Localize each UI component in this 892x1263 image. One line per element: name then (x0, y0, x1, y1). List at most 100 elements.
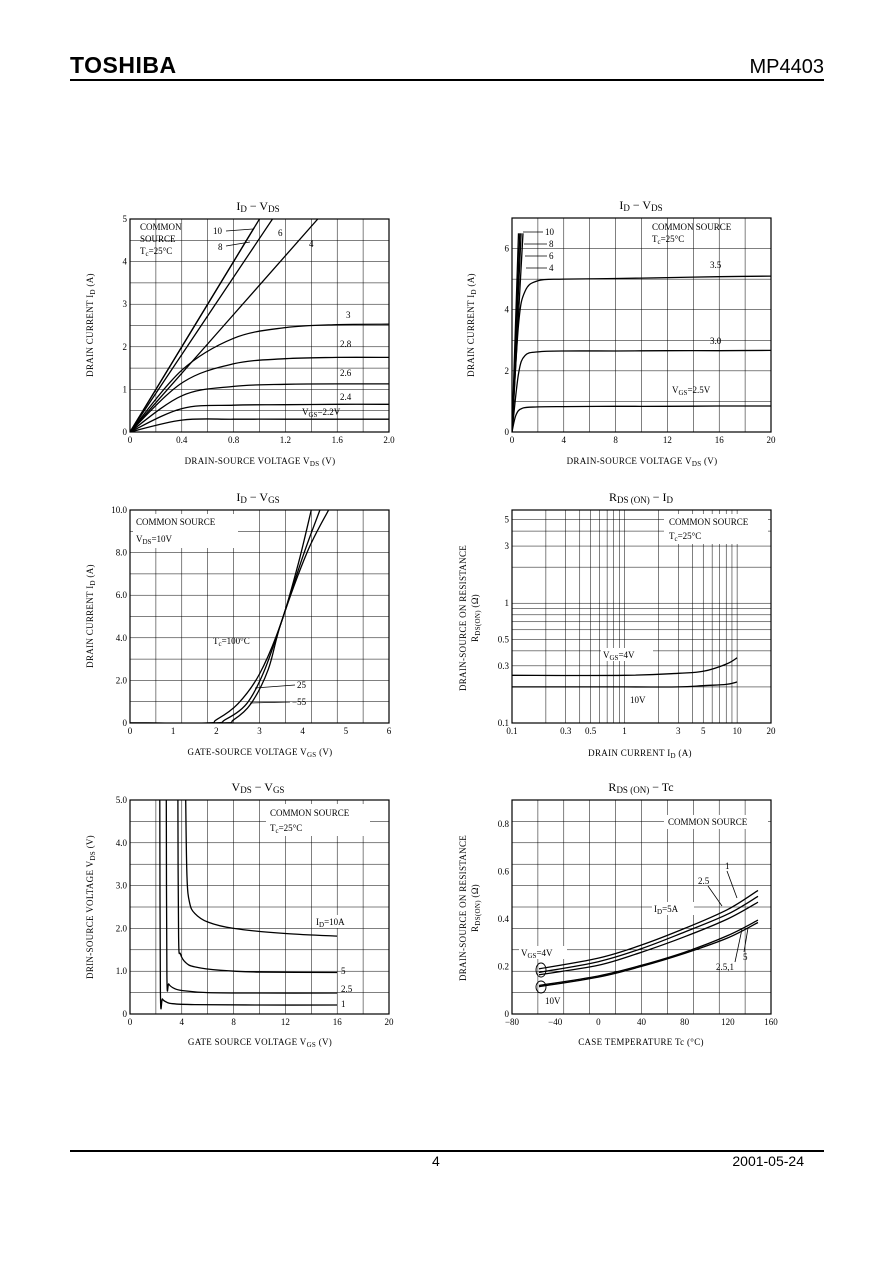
x-tick-label: 6 (387, 726, 392, 736)
chart1-label-6: 6 (278, 228, 283, 238)
chart2-label-10: 10 (545, 227, 555, 237)
y-tick-label: 0.1 (498, 718, 509, 728)
x-tick-label: 0.8 (228, 435, 240, 445)
series-line (538, 895, 759, 974)
document-date: 2001-05-24 (732, 1153, 804, 1169)
y-tick-label: 0 (123, 718, 128, 728)
x-tick-label: 3 (676, 726, 681, 736)
chart3-tick-labels: 0 1 2 3 4 5 6 0 2.0 4.0 6.0 8.0 10.0 (111, 505, 392, 736)
chart4-title: RDS (ON) − ID (609, 490, 674, 505)
x-tick-label: 0 (128, 726, 133, 736)
x-tick-label: 160 (764, 1017, 778, 1027)
x-tick-label: 1.2 (280, 435, 291, 445)
chart2-xlabel: DRAIN-SOURCE VOLTAGE VDS (V) (567, 456, 718, 468)
chart4-curves (512, 657, 738, 688)
y-tick-label: 4 (505, 305, 510, 315)
y-tick-label: 5 (505, 514, 510, 524)
chart6-frame (511, 799, 772, 1015)
y-tick-label: 3 (123, 299, 128, 309)
x-tick-label: 0.4 (176, 435, 188, 445)
chart3-frame (129, 509, 390, 724)
series-line (130, 219, 319, 432)
y-tick-label: 0.6 (498, 866, 510, 876)
series-line (185, 800, 338, 937)
x-tick-label: 2.0 (383, 435, 395, 445)
x-tick-label: 4 (180, 1017, 185, 1027)
chart-vds-vgs: VDS − VGS 0 4 8 12 16 20 0 1.0 2.0 3.0 4.0 5.0 COMM… (85, 780, 394, 1049)
chart1-legend-line2: SOURCE (140, 234, 176, 244)
x-tick-label: 0.1 (506, 726, 517, 736)
chart5-tick-labels: 0 4 8 12 16 20 0 1.0 2.0 3.0 4.0 5.0 (116, 795, 394, 1027)
chart3-title: ID − VGS (236, 490, 279, 505)
x-tick-label: 12 (663, 435, 672, 445)
chart5-legend-line1: COMMON SOURCE (270, 808, 350, 818)
chart4-legend-line1: COMMON SOURCE (669, 517, 749, 527)
series-line (538, 919, 759, 987)
chart1-label-8: 8 (218, 242, 223, 252)
x-tick-label: 1 (622, 726, 627, 736)
chart3-legend-line1: COMMON SOURCE (136, 517, 216, 527)
series-line (130, 403, 389, 432)
chart1-label-3: 3 (346, 310, 351, 320)
chart1-label-vgs: VGS=2.2V (302, 407, 341, 419)
series-line (130, 418, 389, 432)
chart1-ylabel: DRAIN CURRENT ID (A) (85, 273, 97, 377)
x-tick-label: 0 (128, 1017, 133, 1027)
chart2-grid (512, 218, 771, 432)
chart4-tick-labels: 0.1 0.3 0.5 1 3 5 10 20 0.1 0.3 0.5 1 3 5 (498, 514, 776, 736)
chart1-legend-line1: COMMON (140, 222, 182, 232)
y-tick-label: 0.2 (498, 961, 509, 971)
chart2-tick-labels: 0 4 8 12 16 20 0 2 4 6 (505, 244, 777, 445)
chart-id-vds-low: ID − VDS 0 0.4 0.8 1.2 1.6 2.0 0 1 2 3 4 5 COMMON S… (85, 199, 395, 468)
y-tick-label: 2 (505, 366, 510, 376)
x-tick-label: 16 (333, 1017, 343, 1027)
series-line (130, 510, 330, 723)
y-tick-label: 0.8 (498, 819, 510, 829)
chart2-label-3-0: 3.0 (710, 336, 722, 346)
chart1-xlabel: DRAIN-SOURCE VOLTAGE VDS (V) (185, 456, 336, 468)
y-tick-label: 2.0 (116, 675, 128, 685)
series-line (538, 901, 759, 976)
series-line (538, 921, 759, 988)
chart5-xlabel: GATE SOURCE VOLTAGE VGS (V) (188, 1037, 332, 1049)
x-tick-label: 80 (680, 1017, 690, 1027)
x-tick-label: −80 (505, 1017, 520, 1027)
y-tick-label: 0.5 (498, 634, 510, 644)
x-tick-label: 4 (562, 435, 567, 445)
x-tick-label: 4 (300, 726, 305, 736)
y-tick-label: 4.0 (116, 633, 128, 643)
chart3-label-55: −55 (292, 697, 307, 707)
y-tick-label: 0.4 (498, 914, 510, 924)
chart4-frame (511, 509, 772, 724)
y-tick-label: 2 (123, 342, 128, 352)
chart5-ylabel: DRIN-SOURCE VOLTAGE VDS (V) (85, 835, 97, 979)
x-tick-label: 1.6 (332, 435, 344, 445)
chart3-ylabel: DRAIN CURRENT ID (A) (85, 564, 97, 668)
group-marker-4v (535, 962, 547, 978)
y-tick-label: 2.0 (116, 923, 128, 933)
y-tick-label: 3.0 (116, 881, 128, 891)
y-tick-label: 1.0 (116, 966, 128, 976)
chart2-label-6: 6 (549, 251, 554, 261)
x-tick-label: 40 (637, 1017, 647, 1027)
chart5-label-2-5: 2.5 (341, 984, 353, 994)
chart4-xlabel: DRAIN CURRENT ID (A) (588, 748, 692, 760)
chart2-ylabel: DRAIN CURRENT ID (A) (466, 273, 478, 377)
chart4-ylabel-2: RDS(ON) (Ω) (470, 594, 482, 642)
y-tick-label: 0 (123, 427, 128, 437)
chart5-label-5: 5 (341, 966, 346, 976)
page-number: 4 (432, 1153, 440, 1169)
series-line (159, 800, 338, 1010)
x-tick-label: 12 (281, 1017, 290, 1027)
x-tick-label: 3 (257, 726, 262, 736)
chart-id-vgs: ID − VGS 0 1 2 3 4 5 6 0 2.0 4.0 6.0 8.0 10.0 COMMON… (85, 490, 392, 759)
series-line (130, 227, 255, 432)
chart6-xlabel: CASE TEMPERATURE Tc (°C) (578, 1037, 704, 1047)
y-tick-label: 4.0 (116, 838, 128, 848)
chart1-legend-line3: Tc=25°C (140, 246, 172, 258)
series-line (512, 275, 771, 432)
chart5-legend-line2: Tc=25°C (270, 823, 302, 835)
series-line (177, 800, 338, 974)
x-tick-label: 20 (767, 726, 777, 736)
x-tick-label: 20 (767, 435, 777, 445)
